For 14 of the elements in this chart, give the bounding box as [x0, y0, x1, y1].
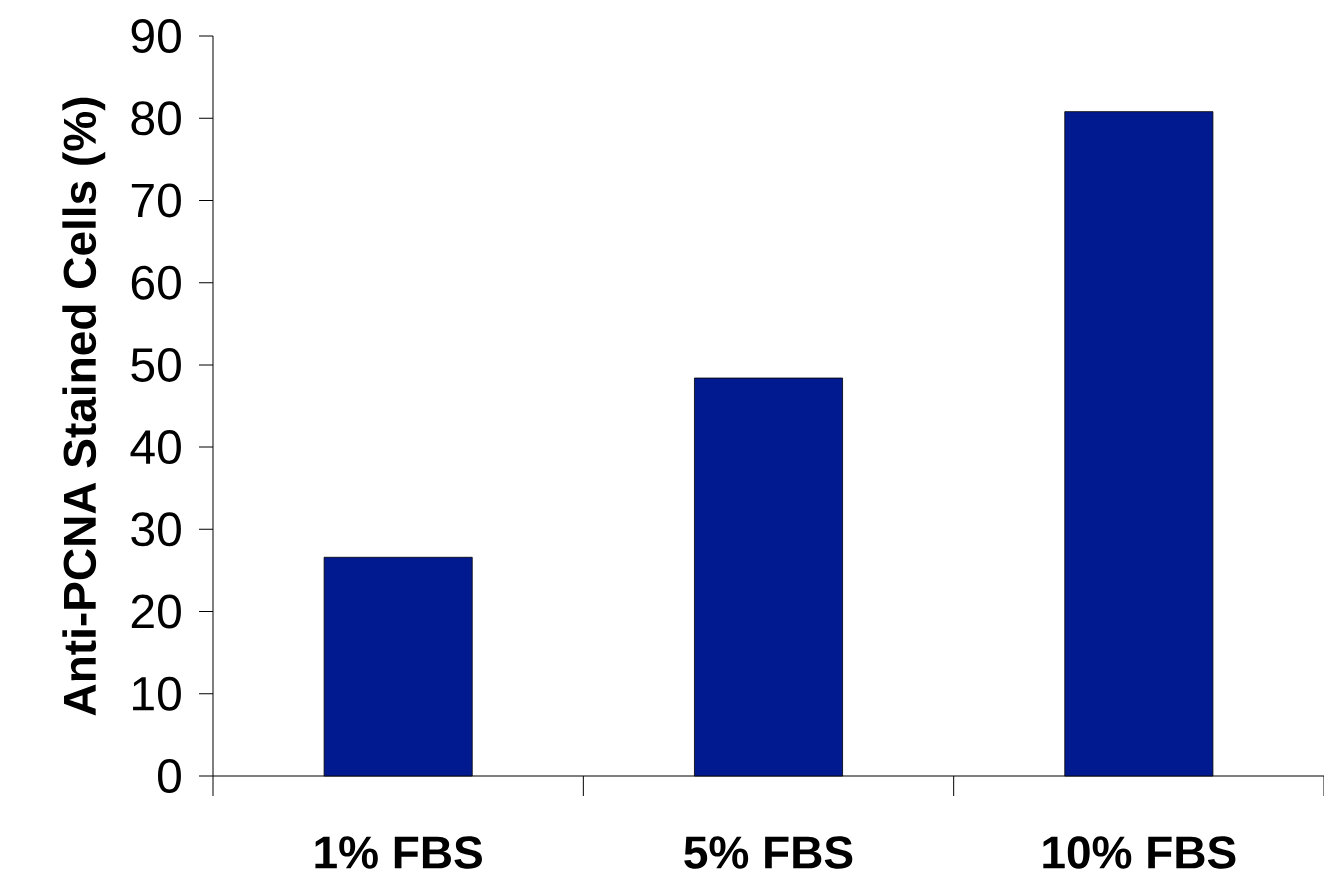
y-tick-label: 20 — [131, 594, 181, 629]
y-tick-label: 70 — [131, 183, 181, 218]
y-tick-label: 50 — [131, 347, 181, 382]
y-tick-label: 60 — [131, 265, 181, 300]
y-tick-label: 30 — [131, 512, 181, 547]
y-tick-label: 0 — [157, 759, 181, 793]
y-tick-label: 40 — [130, 430, 181, 465]
x-tick-label: 1% FBS — [315, 836, 482, 869]
x-tick-label: 10% FBS — [1043, 836, 1236, 869]
x-tick-label: 5% FBS — [684, 836, 853, 869]
y-tick-label: 80 — [131, 101, 181, 136]
y-tick-label: 10 — [133, 676, 181, 711]
y-tick-label: 90 — [131, 19, 181, 53]
y-axis-title: Anti-PCNA Stained Cells (%) — [62, 97, 106, 716]
